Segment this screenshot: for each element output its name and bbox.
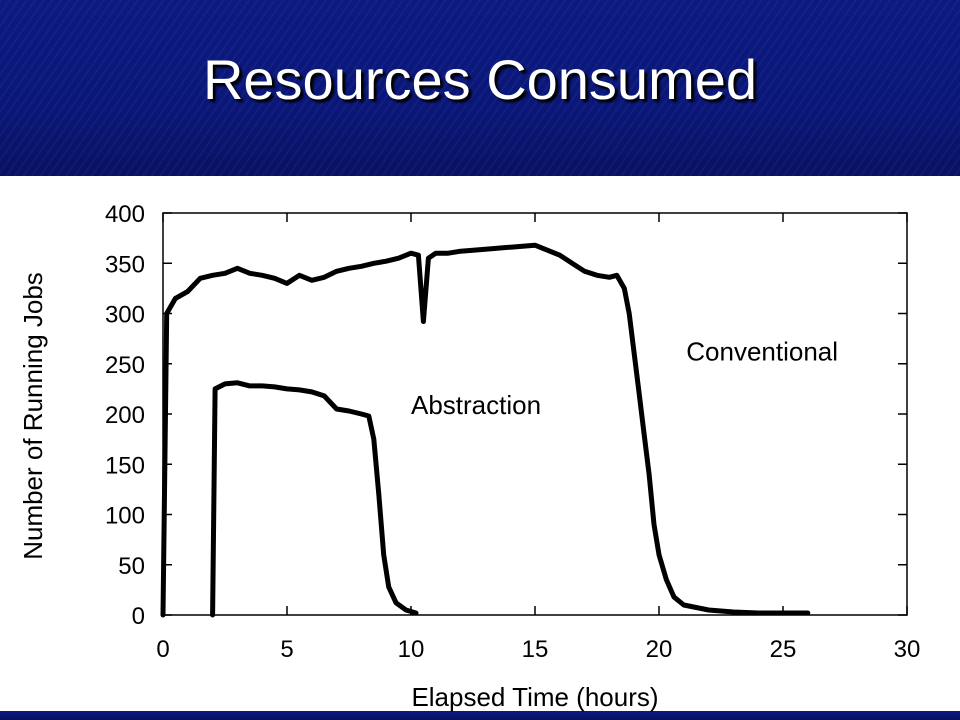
y-axis-title: Number of Running Jobs [18,272,48,560]
x-tick-label: 15 [522,636,549,663]
title-banner: Resources Consumed [0,0,960,176]
series-line-conventional [160,242,811,618]
y-tick-label: 0 [132,603,145,630]
y-tick-label: 300 [105,302,145,329]
y-tick-label: 150 [105,452,145,479]
y-tick-label: 250 [105,352,145,379]
slide-title: Resources Consumed [202,48,758,111]
x-tick-label: 5 [280,636,293,663]
x-tick-label: 25 [770,636,797,663]
annotation-conventional: Conventional [686,337,838,367]
x-tick-label: 0 [156,636,169,663]
bottom-bar [0,711,960,720]
x-tick-label: 20 [646,636,673,663]
y-tick-label: 100 [105,503,145,530]
y-tick-label: 50 [118,553,145,580]
x-tick-label: 30 [894,636,921,663]
y-tick-label: 400 [105,201,145,228]
x-tick-label: 10 [398,636,425,663]
x-axis-title: Elapsed Time (hours) [411,682,658,712]
series-line-abstraction [210,380,419,618]
annotation-abstraction: Abstraction [411,390,541,420]
y-tick-label: 350 [105,251,145,278]
y-tick-label: 200 [105,402,145,429]
